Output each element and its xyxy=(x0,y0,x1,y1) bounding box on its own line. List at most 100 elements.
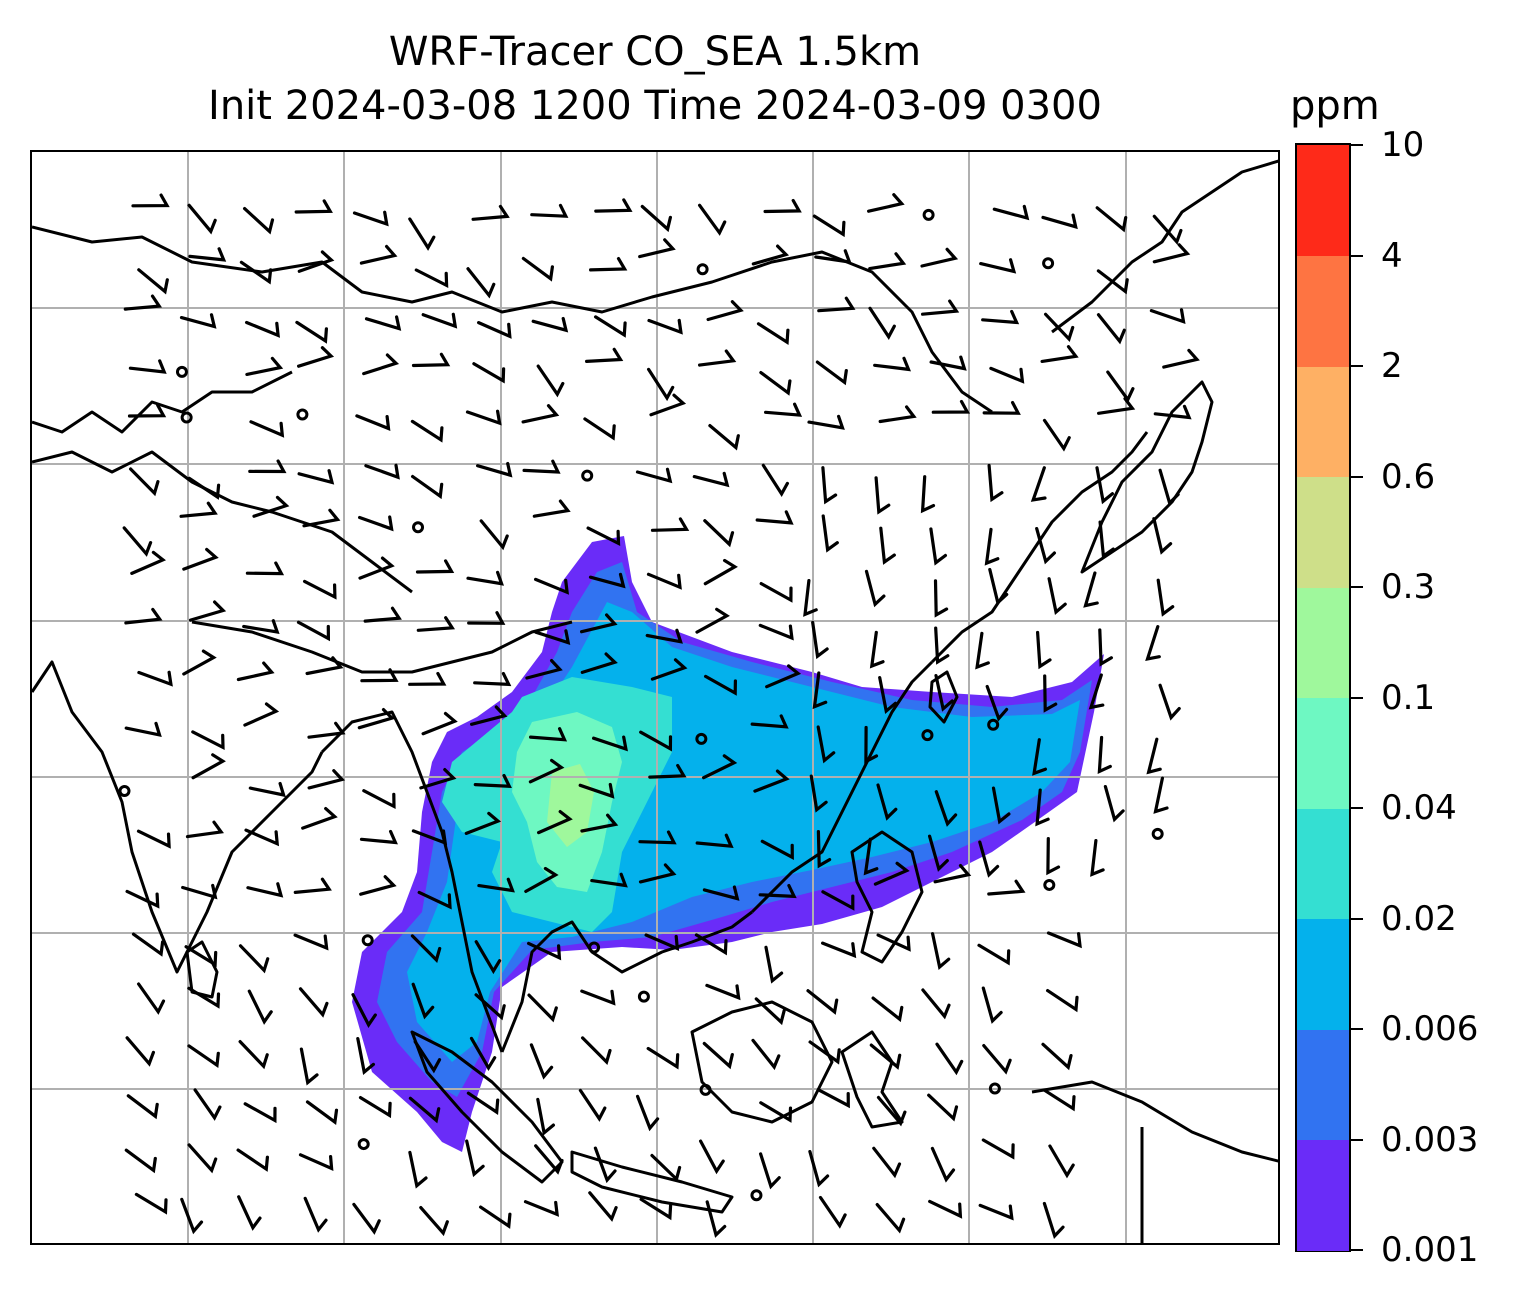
wind-barb xyxy=(874,476,891,515)
wind-barb xyxy=(978,1203,1014,1221)
wind-barb xyxy=(586,526,621,547)
wind-barb xyxy=(638,863,677,884)
wind-barb xyxy=(474,993,506,1021)
wind-barb xyxy=(646,572,682,590)
coast-caspian-region xyxy=(32,370,293,434)
wind-barb xyxy=(759,582,793,603)
wind-barb xyxy=(578,1088,607,1122)
wind-barb xyxy=(639,730,673,752)
wind-barb xyxy=(239,260,273,285)
coast-korea-japan xyxy=(1051,159,1278,334)
wind-barb xyxy=(238,1040,269,1070)
wind-barb xyxy=(293,877,332,894)
wind-barb xyxy=(803,579,818,617)
colorbar-tick xyxy=(1351,144,1363,146)
colorbar-segment xyxy=(1297,1029,1349,1140)
wind-barb xyxy=(920,247,959,268)
wind-barb xyxy=(1030,466,1047,502)
wind-barb xyxy=(816,830,832,869)
wind-barb xyxy=(130,550,167,575)
wind-barb xyxy=(878,405,917,424)
wind-barb xyxy=(298,987,329,1018)
wind-barb xyxy=(930,1146,956,1183)
wind-barb xyxy=(247,989,273,1025)
colorbar-tick xyxy=(1351,475,1363,478)
wind-barb xyxy=(363,606,402,623)
colorbar xyxy=(1295,143,1351,1252)
wind-barb xyxy=(975,631,990,670)
wind-barb xyxy=(650,517,690,532)
wind-barb xyxy=(352,210,389,227)
wind-barb xyxy=(236,1148,269,1172)
wind-barb xyxy=(1098,520,1115,559)
wind-barb xyxy=(1145,625,1161,661)
wind-barb xyxy=(650,1153,682,1183)
wind-barb xyxy=(188,247,227,262)
wind-barb xyxy=(811,620,829,660)
wind-barb xyxy=(131,932,165,957)
map-panel[interactable] xyxy=(30,150,1280,1245)
wind-barb xyxy=(977,943,1011,966)
wind-barb xyxy=(818,1195,847,1229)
wind-barb xyxy=(989,366,1025,384)
wind-barb xyxy=(411,982,435,1020)
calm-marker xyxy=(361,934,374,947)
wind-barb xyxy=(305,656,344,676)
coast-indochina xyxy=(750,660,934,914)
map-title-line2: Init 2024-03-08 1200 Time 2024-03-09 030… xyxy=(208,83,1102,129)
wind-barb xyxy=(647,367,675,402)
colorbar-tick xyxy=(1351,696,1363,699)
wind-barb xyxy=(131,193,170,208)
wind-barb xyxy=(252,495,290,518)
wind-barb xyxy=(479,1205,512,1229)
wind-barb xyxy=(1152,517,1173,555)
wind-barb xyxy=(408,1096,441,1124)
island-taiwan xyxy=(928,670,959,724)
wind-barb xyxy=(248,459,287,474)
wind-barb xyxy=(236,661,275,682)
wind-barb xyxy=(821,890,855,911)
wind-barb xyxy=(245,561,285,576)
wind-barb xyxy=(648,763,687,779)
wind-barb xyxy=(702,1041,734,1070)
wind-barb xyxy=(753,769,790,793)
wind-barb xyxy=(122,526,153,557)
coast-bay-of-bengal xyxy=(320,710,504,1053)
wind-barb xyxy=(307,769,346,790)
wind-barb xyxy=(245,356,284,376)
wind-barb xyxy=(303,579,337,600)
colorbar-tick-label: 0.04 xyxy=(1381,788,1457,828)
wind-barb xyxy=(187,476,221,500)
wind-barb xyxy=(759,371,792,396)
wind-barb xyxy=(417,890,452,910)
wind-barb xyxy=(124,721,162,738)
calm-marker xyxy=(695,732,708,745)
wind-barb xyxy=(1096,313,1126,345)
wind-barb xyxy=(585,347,624,363)
calm-marker xyxy=(180,411,193,424)
wind-barb xyxy=(536,364,565,398)
wind-barb xyxy=(123,294,163,311)
wind-barb xyxy=(128,359,167,374)
wind-barb xyxy=(521,404,560,424)
wind-barb xyxy=(126,1094,159,1120)
wind-barb xyxy=(411,352,451,368)
wind-barb xyxy=(179,313,217,329)
wind-barb xyxy=(867,193,905,213)
wind-barb xyxy=(294,199,333,214)
wind-barb xyxy=(125,1036,155,1067)
wind-barb xyxy=(815,360,848,386)
wind-barb xyxy=(758,884,797,899)
wind-barb xyxy=(362,789,396,810)
wind-barb xyxy=(588,572,626,589)
wind-barb xyxy=(982,1044,1012,1075)
wind-barb xyxy=(129,467,160,497)
calm-marker xyxy=(412,521,425,534)
wind-barb xyxy=(522,459,561,474)
wind-barb xyxy=(419,768,457,790)
wind-barb xyxy=(876,933,911,952)
wind-barb xyxy=(1041,1042,1073,1071)
wind-barb xyxy=(638,830,677,845)
wind-barb xyxy=(297,250,335,273)
wind-barb xyxy=(636,1094,660,1132)
